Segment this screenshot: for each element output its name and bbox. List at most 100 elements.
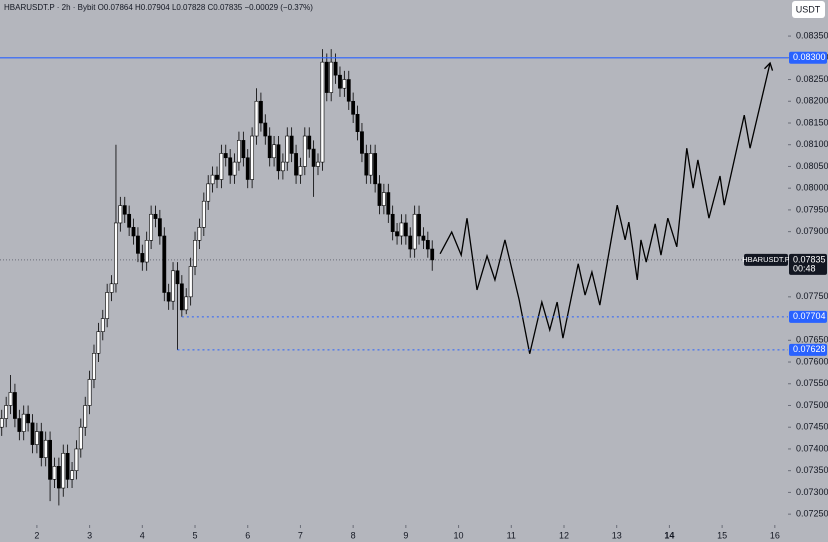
- candle-body: [136, 235, 140, 254]
- candle-body: [368, 153, 373, 176]
- candle-body: [289, 135, 294, 154]
- candle-body: [118, 205, 123, 224]
- candle-body: [342, 79, 347, 89]
- candle-body: [241, 140, 246, 159]
- x-tick-label: 6: [245, 530, 250, 540]
- candle-body: [267, 135, 272, 159]
- candle-body: [162, 235, 167, 293]
- candle-body: [333, 61, 338, 76]
- x-tick-label: 7: [298, 530, 303, 540]
- y-tick-label: 0.07650: [796, 335, 828, 345]
- candle-body: [425, 240, 430, 250]
- candle-body: [34, 431, 39, 445]
- candle-body: [408, 235, 413, 250]
- candle-body: [157, 218, 162, 237]
- candle-body: [320, 61, 325, 163]
- y-tick-label: 0.07450: [796, 422, 828, 432]
- x-tick-label: 14: [664, 530, 674, 540]
- symbol-label-box: [744, 253, 788, 266]
- candle-body: [4, 405, 9, 419]
- countdown-label: 00:48: [793, 263, 816, 273]
- y-tick-label: 0.07550: [796, 378, 828, 388]
- price-label-box: [789, 253, 827, 275]
- y-tick-label: 0.08200: [796, 96, 828, 106]
- candle-body: [272, 144, 276, 159]
- candle-body: [373, 153, 378, 185]
- x-tick-label: 9: [403, 530, 408, 540]
- candle-body: [0, 418, 4, 428]
- candle-body: [17, 418, 22, 432]
- y-tick-label: 0.08100: [796, 139, 828, 149]
- candle-body: [381, 192, 386, 206]
- level-label-box: [789, 310, 827, 323]
- y-tick-label: 0.07400: [796, 443, 828, 453]
- candle-body: [403, 222, 408, 237]
- y-tick-label: 0.08250: [796, 74, 828, 84]
- candle-body: [302, 135, 307, 167]
- candle-body: [285, 135, 290, 163]
- x-tick-label: 15: [717, 530, 727, 540]
- candle-body: [421, 235, 426, 241]
- candle-body: [179, 283, 184, 311]
- candle-body: [311, 148, 316, 167]
- candle-body: [87, 379, 92, 406]
- candle-body: [114, 222, 118, 285]
- candle-body: [215, 174, 219, 180]
- candle-body: [149, 213, 154, 241]
- symbol-label: HBARUSDT.P: [742, 255, 790, 264]
- projection-line: [439, 62, 771, 354]
- x-tick-label: 11: [507, 530, 516, 540]
- candle-body: [144, 240, 149, 263]
- candle-body: [193, 240, 197, 267]
- y-tick-label: 0.07950: [796, 204, 828, 214]
- y-tick-label: 0.07350: [796, 465, 828, 475]
- candle-body: [399, 222, 404, 237]
- y-tick-label: 0.08150: [796, 117, 828, 127]
- candle-body: [30, 422, 35, 445]
- currency-box[interactable]: [792, 1, 825, 18]
- candle-body: [259, 100, 263, 124]
- candle-body: [92, 353, 96, 380]
- candle-body: [166, 292, 171, 302]
- candle-body: [307, 135, 312, 150]
- y-tick-label: 0.08350: [796, 30, 828, 40]
- candle-body: [324, 61, 329, 93]
- candle-body: [184, 296, 189, 311]
- candle-body: [96, 331, 101, 354]
- currency-label[interactable]: USDT: [796, 4, 821, 14]
- candle-body: [210, 174, 215, 185]
- candle-body: [386, 192, 391, 215]
- candle-body: [78, 426, 83, 450]
- candle-body: [201, 200, 206, 228]
- candle-body: [52, 466, 57, 480]
- candle-body: [316, 161, 320, 167]
- candle-body: [280, 161, 285, 172]
- y-tick-label: 0.07300: [796, 487, 828, 497]
- candle-body: [223, 153, 228, 159]
- x-tick-label: 16: [770, 530, 780, 540]
- candle-body: [175, 270, 180, 285]
- candle-body: [21, 413, 26, 432]
- level-label: 0.07628: [793, 344, 826, 354]
- x-tick-label: 8: [351, 530, 356, 540]
- candle-body: [329, 61, 334, 93]
- candle-body: [61, 452, 66, 489]
- y-tick-label: 0.07900: [796, 226, 828, 236]
- candle-body: [74, 448, 79, 471]
- candle-body: [377, 183, 382, 206]
- x-tick-label: 3: [87, 530, 92, 540]
- candle-body: [56, 466, 61, 489]
- x-tick-label: 5: [193, 530, 198, 540]
- candle-body: [412, 213, 417, 250]
- y-tick-label: 0.07500: [796, 400, 828, 410]
- candle-body: [39, 431, 44, 458]
- candle-body: [254, 100, 259, 137]
- candle-body: [364, 153, 369, 176]
- candle-body: [109, 283, 114, 293]
- candle-body: [237, 140, 241, 163]
- y-tick-label: 0.07250: [796, 509, 828, 519]
- candle-body: [417, 213, 421, 237]
- candle-body: [188, 266, 193, 298]
- y-tick-label: 0.07750: [796, 291, 828, 301]
